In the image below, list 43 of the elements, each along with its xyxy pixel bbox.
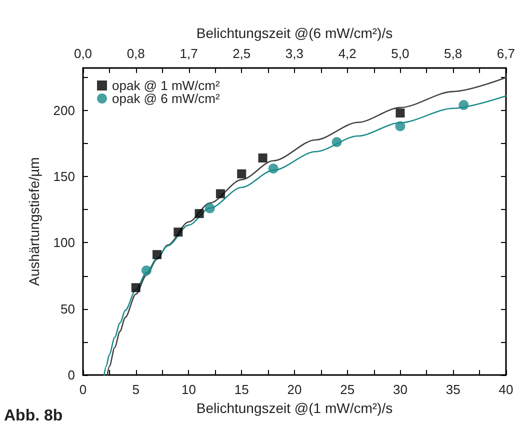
x2-axis-title: Belichtungszeit @(6 mW/cm²)/s [196, 25, 393, 41]
y-tick-label: 0 [68, 368, 75, 382]
x-tick-label: 25 [340, 382, 355, 397]
y-tick-label: 200 [53, 102, 75, 118]
point [204, 203, 215, 214]
x-tick-label: 30 [392, 382, 408, 397]
x-tick-label: 5 [132, 382, 140, 397]
point [237, 169, 246, 178]
point [458, 100, 469, 110]
point [131, 283, 140, 292]
point [396, 108, 405, 118]
caption: Abb. 8b [4, 408, 63, 424]
point [216, 189, 225, 198]
x-tick-label: 20 [287, 382, 302, 397]
point [152, 250, 162, 260]
legend-label: opak @ 1 mW/cm² [112, 78, 220, 93]
y-tick-label: 100 [53, 235, 75, 250]
x-tick-label: 40 [498, 382, 514, 397]
point [395, 121, 406, 132]
x2-tick-label: 5,8 [444, 46, 462, 61]
point [258, 153, 268, 162]
x2-tick-label: 3,3 [285, 46, 304, 61]
x2-tick-label: 4,2 [338, 46, 356, 61]
point [194, 209, 204, 218]
x-tick-label: 15 [234, 382, 249, 397]
x-axis-title: Belichtungszeit @(1 mW/cm²)/s [196, 400, 393, 416]
x-tick-label: 0 [79, 382, 87, 397]
point [268, 164, 278, 174]
x2-tick-label: 0,8 [126, 46, 145, 61]
point [141, 265, 152, 276]
x2-tick-label: 6,7 [496, 46, 516, 61]
x2-tick-label: 2,5 [232, 46, 251, 61]
legend-label: opak @ 6 mW/cm² [112, 91, 220, 106]
y-axis-title: Aushärtungstiefe/µm [26, 157, 42, 286]
x-tick-label: 35 [446, 382, 460, 397]
x2-tick-label: 0,0 [74, 46, 92, 61]
point [174, 228, 183, 237]
y-tick-label: 150 [53, 169, 75, 184]
y-tick-label: 50 [60, 301, 75, 316]
x2-tick-label: 5,0 [391, 46, 410, 61]
x-tick-label: 10 [182, 382, 196, 397]
point [332, 137, 342, 148]
x2-tick-label: 1,7 [180, 46, 198, 61]
